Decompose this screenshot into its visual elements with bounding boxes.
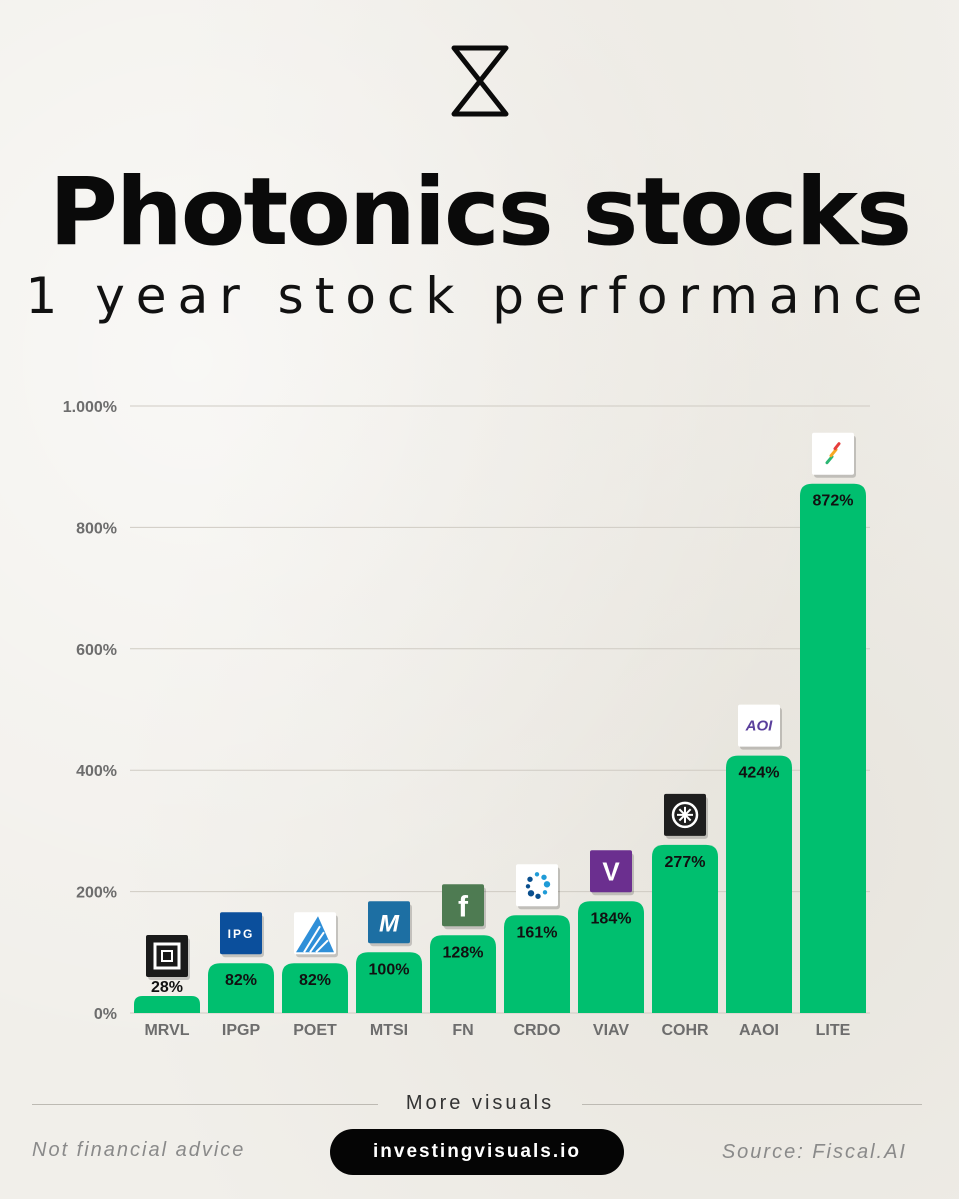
y-tick-label: 800% [76,520,117,537]
svg-text:M: M [379,910,400,937]
more-visuals-label: More visuals [405,1092,555,1114]
value-label-viav: 184% [591,910,632,927]
aoi-logo-icon: AOI [738,704,782,750]
bar-cohr [652,844,718,1013]
ipg-logo-icon: IPG [220,912,264,958]
x-tick-label-mtsi: MTSI [370,1022,408,1039]
value-label-fn: 128% [443,944,484,961]
coherent-logo-icon [664,793,708,839]
poet-logo-icon [294,912,338,958]
value-label-poet: 82% [299,972,331,989]
bar-mtsi [356,952,422,1013]
footer-divider-right [582,1104,922,1105]
x-tick-label-viav: VIAV [593,1022,629,1039]
bar-poet [282,963,348,1013]
x-tick-label-lite: LITE [816,1022,851,1039]
svg-text:V: V [602,856,620,886]
bar-viav [578,901,644,1013]
bar-fn [430,935,496,1013]
credo-logo-icon [516,864,560,910]
source-text: Source: Fiscal.AI [721,1141,907,1163]
value-label-aaoi: 424% [739,765,780,782]
svg-text:AOI: AOI [745,718,774,735]
macom-logo-icon: M [368,901,412,947]
x-tick-label-aaoi: AAOI [739,1022,779,1039]
bar-aaoi [726,755,792,1013]
value-label-lite: 872% [813,493,854,510]
bar-lite [800,483,866,1013]
bar-crdo [504,915,570,1013]
viavi-logo-icon: V [590,850,634,896]
fabrinet-logo-icon: f [442,884,486,930]
y-tick-label: 200% [76,885,117,902]
value-label-mtsi: 100% [369,961,410,978]
hourglass-logo-icon [451,45,509,117]
website-link-button[interactable]: investingvisuals.io [330,1129,624,1175]
bar-chart: 0% 200% 400% 600% 800% 1.000% 28% MRVL 82% IPGP IP… [63,399,870,1039]
x-tick-label-cohr: COHR [661,1022,709,1039]
svg-text:f: f [458,890,469,923]
footer-divider-left [32,1104,378,1105]
x-tick-label-fn: FN [452,1022,473,1039]
y-tick-label: 600% [76,642,117,659]
y-tick-label: 400% [76,763,117,780]
y-tick-label: 1.000% [63,399,117,416]
bar-mrvl [134,996,200,1013]
x-tick-label-mrvl: MRVL [144,1022,189,1039]
x-tick-label-ipgp: IPGP [222,1022,261,1039]
value-label-mrvl: 28% [151,979,183,996]
value-label-ipgp: 82% [225,972,257,989]
page-subtitle: 1 year stock performance [25,267,934,325]
lumentum-logo-icon [812,432,856,478]
value-label-crdo: 161% [517,924,558,941]
svg-text:IPG: IPG [228,927,255,941]
x-tick-label-crdo: CRDO [513,1022,560,1039]
y-tick-label: 0% [94,1006,117,1023]
bar-ipgp [208,963,274,1013]
disclaimer-text: Not financial advice [32,1139,246,1161]
page-title: Photonics stocks [48,158,912,267]
value-label-cohr: 277% [665,854,706,871]
marvell-logo-icon [146,935,190,981]
x-tick-label-poet: POET [293,1022,337,1039]
